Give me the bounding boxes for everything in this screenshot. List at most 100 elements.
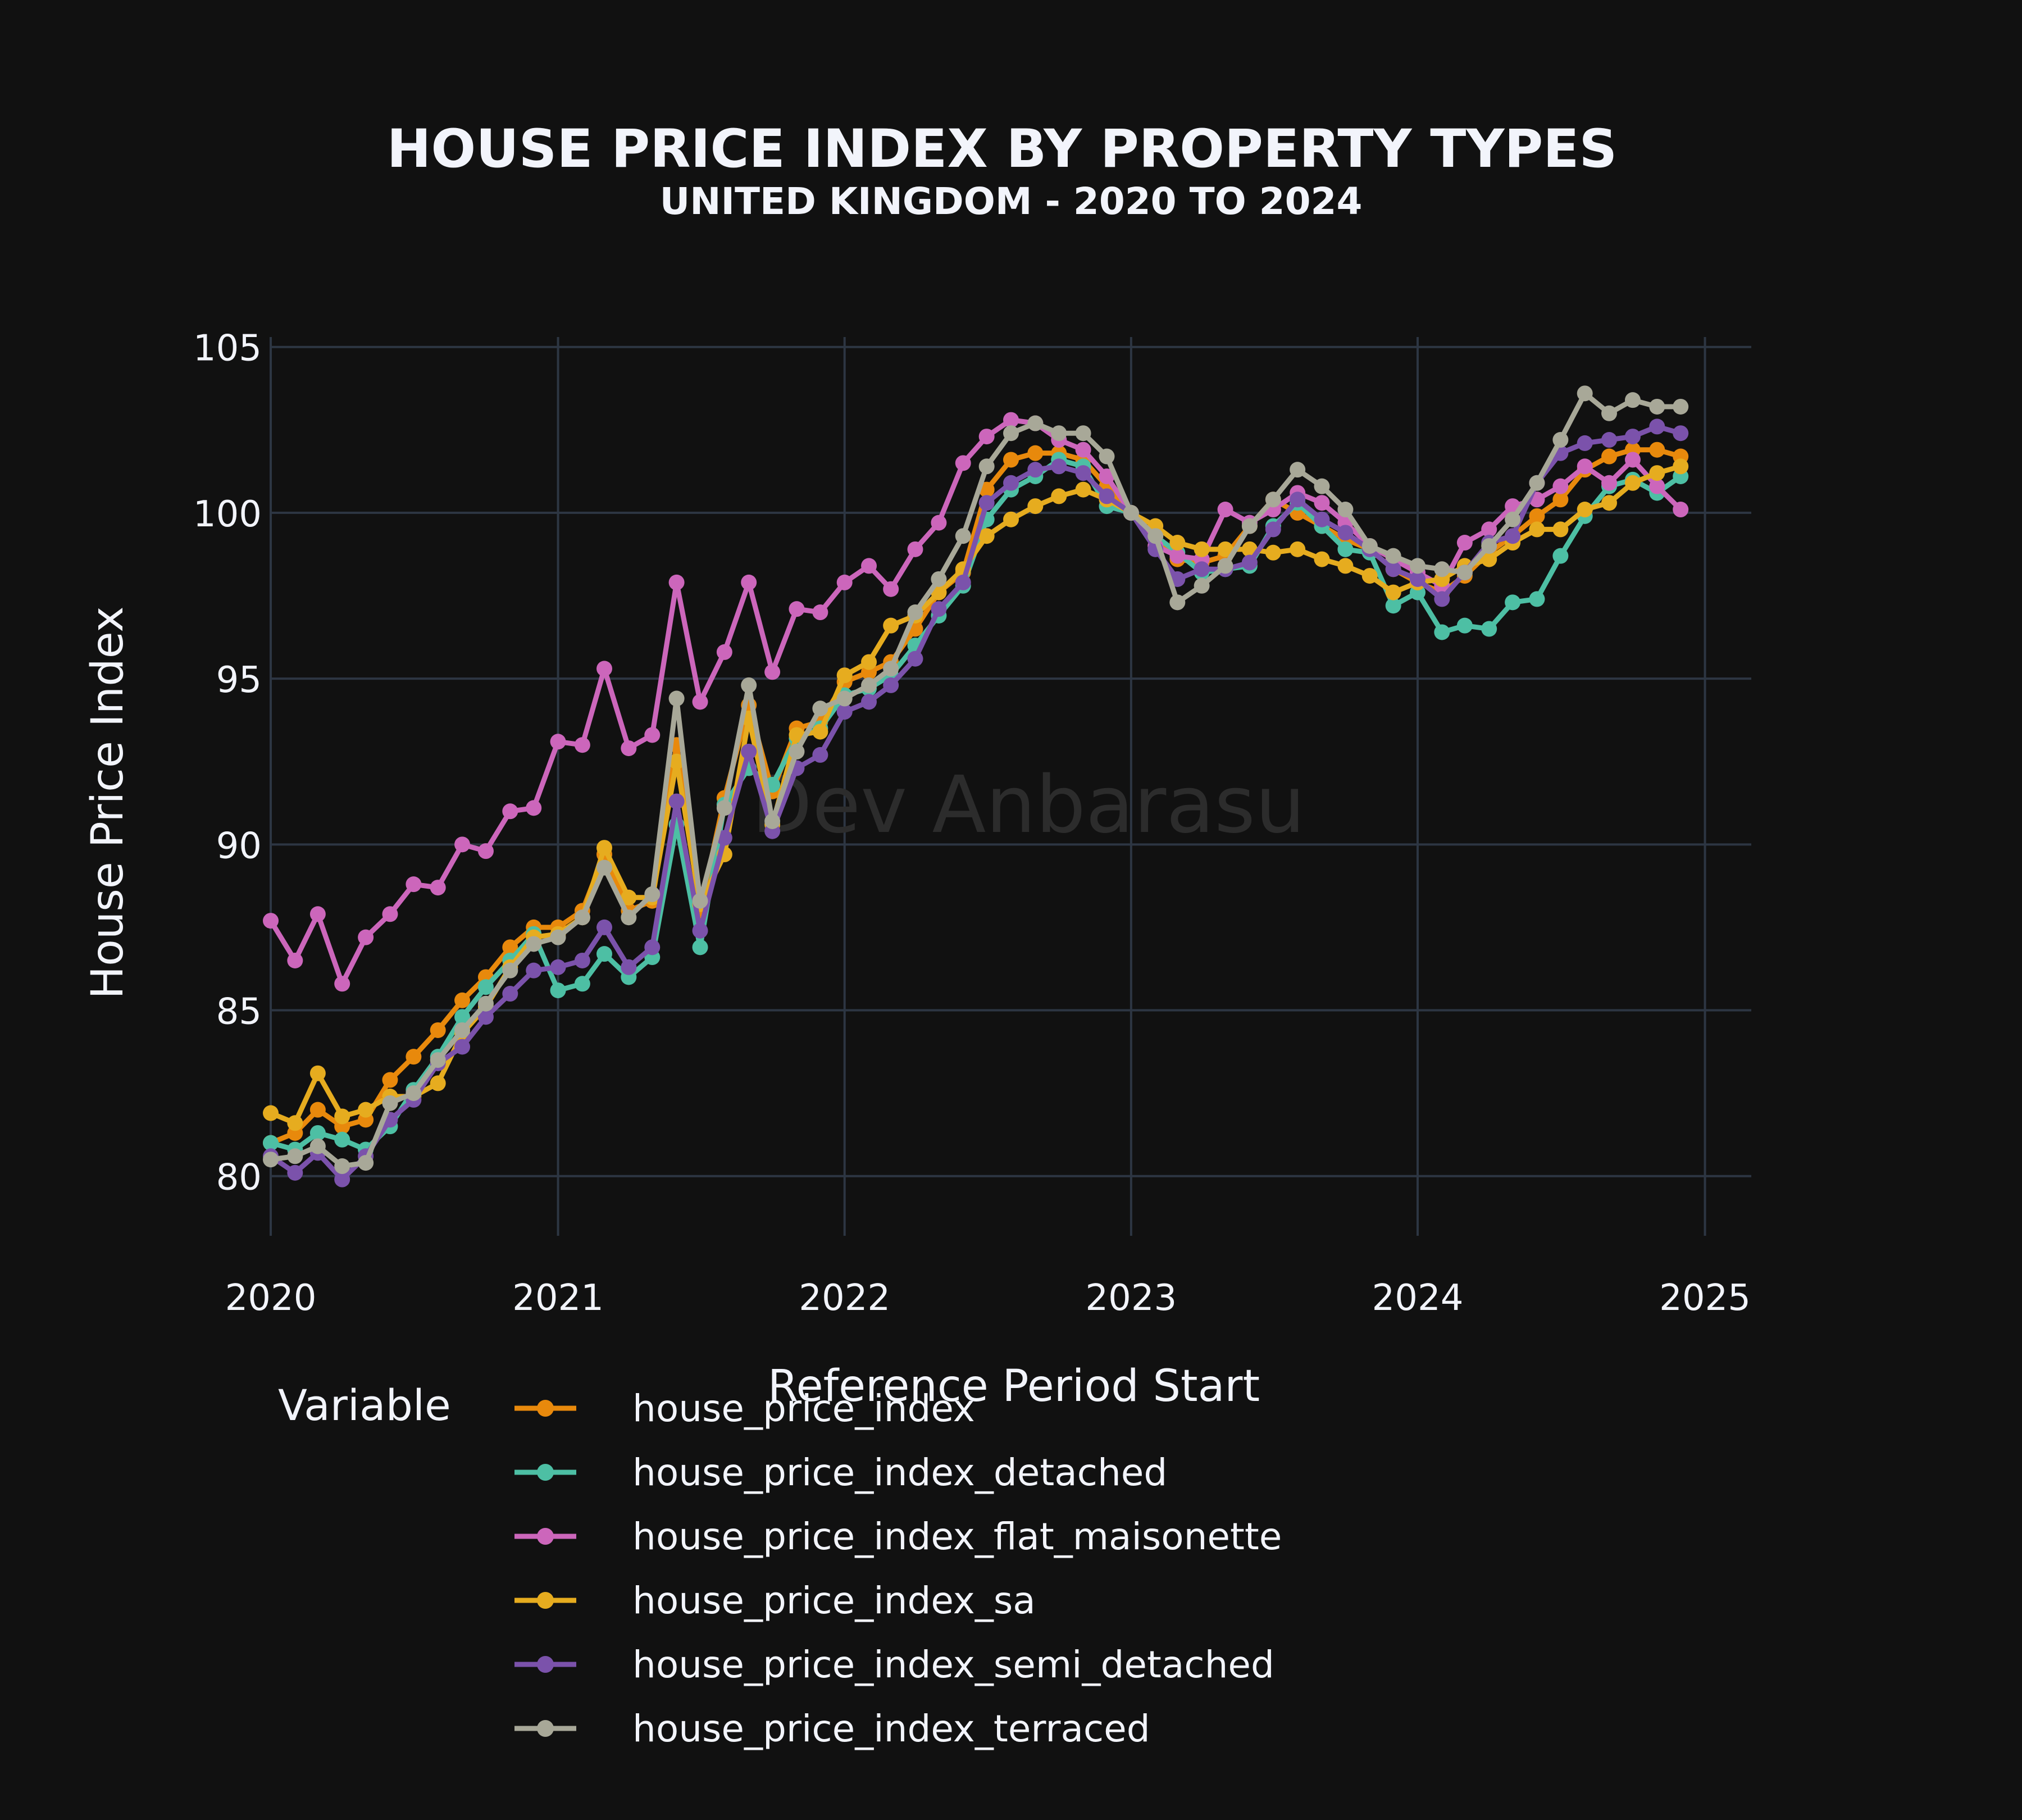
data-point <box>621 909 637 926</box>
legend-item: house_price_index <box>514 1387 975 1430</box>
data-point <box>550 959 566 975</box>
data-point <box>812 700 828 717</box>
data-point <box>741 677 757 693</box>
data-point <box>596 840 613 856</box>
data-point <box>1003 511 1019 527</box>
data-point <box>1075 425 1091 442</box>
data-point <box>1337 502 1354 518</box>
data-point <box>1601 405 1618 421</box>
data-point <box>596 661 613 677</box>
data-point <box>1265 492 1281 508</box>
data-point <box>1409 558 1426 574</box>
data-point <box>907 541 923 557</box>
data-point <box>1217 558 1233 574</box>
data-point <box>1169 548 1186 564</box>
data-point <box>334 1131 350 1148</box>
data-point <box>1051 425 1067 442</box>
data-point <box>263 1152 279 1168</box>
data-point <box>1314 495 1330 511</box>
data-point <box>1552 432 1569 448</box>
legend-swatch-marker <box>537 1528 554 1545</box>
data-point <box>1434 624 1450 640</box>
data-point <box>692 939 708 956</box>
data-point <box>1385 561 1401 577</box>
y-tick-label: 85 <box>216 991 262 1033</box>
legend-label: house_price_index <box>632 1387 975 1430</box>
data-point <box>358 1102 374 1118</box>
data-point <box>1169 535 1186 551</box>
y-tick-label: 80 <box>216 1157 262 1199</box>
data-point <box>502 939 518 956</box>
data-point <box>764 813 781 829</box>
data-point <box>1385 584 1401 600</box>
data-point <box>789 744 805 760</box>
x-tick-label: 2023 <box>1085 1277 1177 1319</box>
data-point <box>1027 498 1044 515</box>
legend-title: Variable <box>278 1380 451 1430</box>
data-point <box>454 1039 471 1055</box>
legend-swatch-marker <box>537 1464 554 1481</box>
data-point <box>1673 398 1689 415</box>
data-point <box>1337 558 1354 574</box>
data-point <box>1241 518 1258 534</box>
series-layer <box>263 385 1689 1187</box>
data-point <box>1601 448 1618 465</box>
data-point <box>1505 528 1521 544</box>
data-point <box>334 1108 350 1125</box>
x-tick-label: 2021 <box>512 1277 604 1319</box>
data-point <box>1456 535 1473 551</box>
data-point <box>1552 478 1569 494</box>
data-point <box>430 1075 446 1091</box>
y-tick-label: 100 <box>193 494 262 535</box>
data-point <box>621 889 637 906</box>
data-point <box>1265 544 1281 561</box>
data-point <box>1099 488 1115 504</box>
data-point <box>454 992 471 1008</box>
data-point <box>836 704 853 720</box>
legend-label: house_price_index_detached <box>632 1451 1167 1494</box>
data-point <box>334 1158 350 1175</box>
data-point <box>1051 458 1067 475</box>
legend-item: house_price_index_detached <box>514 1451 1167 1494</box>
data-point <box>978 528 995 544</box>
data-point <box>502 962 518 979</box>
data-point <box>1673 425 1689 442</box>
data-point <box>1481 538 1497 554</box>
data-point <box>1003 452 1019 468</box>
data-point <box>931 515 947 531</box>
data-point <box>668 574 685 590</box>
legend-item: house_price_index_semi_detached <box>514 1643 1274 1686</box>
data-point <box>287 1115 303 1131</box>
data-point <box>334 1171 350 1187</box>
data-point <box>1673 458 1689 475</box>
data-point <box>526 962 542 979</box>
data-point <box>955 574 971 590</box>
data-point <box>287 952 303 968</box>
data-point <box>1529 591 1545 607</box>
legend: house_price_index house_price_index_detac… <box>514 1387 1282 1750</box>
data-point <box>978 495 995 511</box>
data-point <box>309 1065 326 1081</box>
data-point <box>1337 525 1354 541</box>
data-point <box>574 737 590 753</box>
legend-label: house_price_index_sa <box>632 1579 1036 1622</box>
data-point <box>287 1148 303 1164</box>
data-point <box>812 747 828 763</box>
data-point <box>1051 488 1067 504</box>
x-tick-label: 2020 <box>225 1277 317 1319</box>
data-point <box>1456 617 1473 634</box>
data-point <box>668 753 685 770</box>
data-point <box>1552 521 1569 538</box>
data-point <box>764 664 781 680</box>
data-point <box>334 976 350 992</box>
y-axis-title: House Price Index <box>83 606 133 999</box>
data-point <box>1624 392 1641 408</box>
legend-swatch-marker <box>537 1656 554 1673</box>
legend-swatch-marker <box>537 1400 554 1417</box>
data-point <box>574 909 590 926</box>
watermark: Dev Anbarasu <box>752 759 1305 851</box>
chart-subtitle: UNITED KINGDOM - 2020 TO 2024 <box>660 180 1363 223</box>
legend-label: house_price_index_flat_maisonette <box>632 1515 1282 1558</box>
data-point <box>1552 492 1569 508</box>
